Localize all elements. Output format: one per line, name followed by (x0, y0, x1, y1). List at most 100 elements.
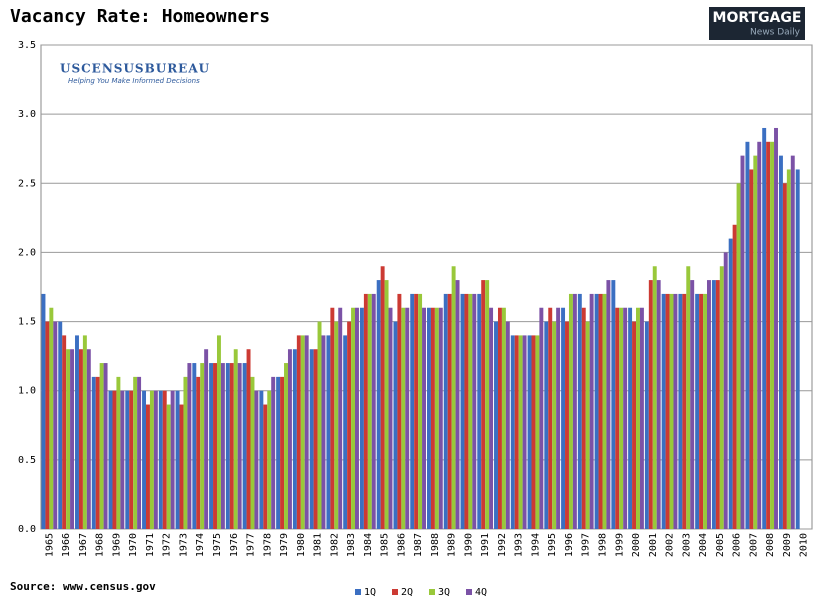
x-tick-label: 2007 (748, 533, 759, 557)
bar (91, 376, 96, 529)
x-tick-label: 2005 (715, 533, 726, 557)
x-tick-label: 2003 (681, 533, 692, 557)
bar (565, 321, 569, 529)
bar (581, 307, 586, 529)
bar (187, 363, 192, 529)
bar (276, 376, 281, 529)
bar (639, 307, 644, 529)
legend-swatch (429, 589, 435, 595)
bar (338, 307, 343, 529)
bar (468, 293, 473, 529)
bar (589, 293, 594, 529)
bar (317, 321, 322, 529)
bar (766, 141, 771, 530)
bar (464, 293, 469, 529)
bar (611, 280, 616, 529)
x-tick-label: 1993 (514, 533, 525, 557)
bar (673, 293, 678, 529)
bar (271, 376, 276, 529)
y-tick-label: 3.5 (18, 40, 36, 51)
x-tick-label: 2010 (799, 533, 810, 557)
bar (95, 376, 100, 529)
bar (648, 280, 653, 529)
bar (196, 376, 201, 529)
logo-text: MORTGAGE (713, 10, 802, 26)
bar (82, 335, 87, 529)
x-tick-label: 1992 (497, 533, 508, 557)
x-tick-label: 1977 (246, 533, 257, 557)
bar (514, 335, 519, 529)
bar (371, 293, 376, 529)
bar (736, 183, 741, 530)
bar (723, 252, 728, 529)
bar (330, 307, 335, 529)
bar (719, 266, 724, 529)
legend-swatch (392, 589, 398, 595)
bar (108, 390, 113, 529)
bar (632, 321, 637, 529)
bar (49, 307, 54, 529)
bar (405, 307, 410, 529)
bar (481, 280, 486, 529)
x-tick-label: 1981 (313, 533, 324, 557)
bar (740, 155, 745, 529)
y-tick-label: 1.5 (18, 317, 36, 328)
bar (619, 307, 624, 529)
bar (623, 307, 628, 529)
y-tick-label: 2.5 (18, 178, 36, 189)
bar (527, 335, 532, 529)
bar (129, 390, 134, 529)
bar (376, 280, 381, 529)
bar (246, 349, 251, 529)
logo-text: USCENSUSBUREAU (60, 62, 210, 76)
bar (410, 293, 415, 529)
bar (280, 376, 285, 529)
bar (745, 141, 750, 530)
logo-text: Helping You Make Informed Decisions (68, 77, 200, 85)
x-tick-label: 1996 (564, 533, 575, 557)
x-tick-label: 1984 (363, 533, 374, 557)
x-tick-label: 1970 (128, 533, 139, 557)
bar (41, 293, 46, 529)
legend-label: 4Q (475, 587, 487, 598)
x-tick-label: 2001 (648, 533, 659, 557)
x-tick-label: 1978 (262, 533, 273, 557)
bar (170, 390, 175, 529)
bar (142, 390, 147, 529)
bar (455, 280, 460, 529)
bar (556, 307, 561, 529)
bar (460, 293, 465, 529)
bar (284, 363, 288, 529)
bar (296, 335, 301, 529)
bar (636, 307, 640, 529)
x-tick-label: 1999 (614, 533, 625, 557)
bar (786, 169, 791, 529)
chart-title: Vacancy Rate: Homeowners (10, 6, 270, 27)
bar (146, 404, 150, 529)
x-tick-label: 1969 (111, 533, 122, 557)
bar (45, 321, 50, 529)
bar (153, 390, 158, 529)
bar (220, 363, 225, 529)
x-tick-label: 2000 (631, 533, 642, 557)
legend-label: 3Q (438, 587, 450, 598)
bar (451, 266, 456, 529)
bar (732, 224, 737, 529)
bar (682, 293, 687, 529)
bar (795, 169, 800, 529)
x-tick-label: 1991 (480, 533, 491, 557)
x-tick-label: 1986 (396, 533, 407, 557)
bar (585, 321, 590, 529)
bar (652, 266, 657, 529)
bar (250, 376, 255, 529)
bar (443, 293, 448, 529)
bar (422, 307, 426, 529)
bar (644, 321, 649, 529)
x-tick-label: 2008 (765, 533, 776, 557)
bar (259, 390, 264, 529)
bar (770, 141, 775, 530)
bar (200, 363, 205, 529)
bar (686, 266, 691, 529)
bar (229, 363, 234, 529)
